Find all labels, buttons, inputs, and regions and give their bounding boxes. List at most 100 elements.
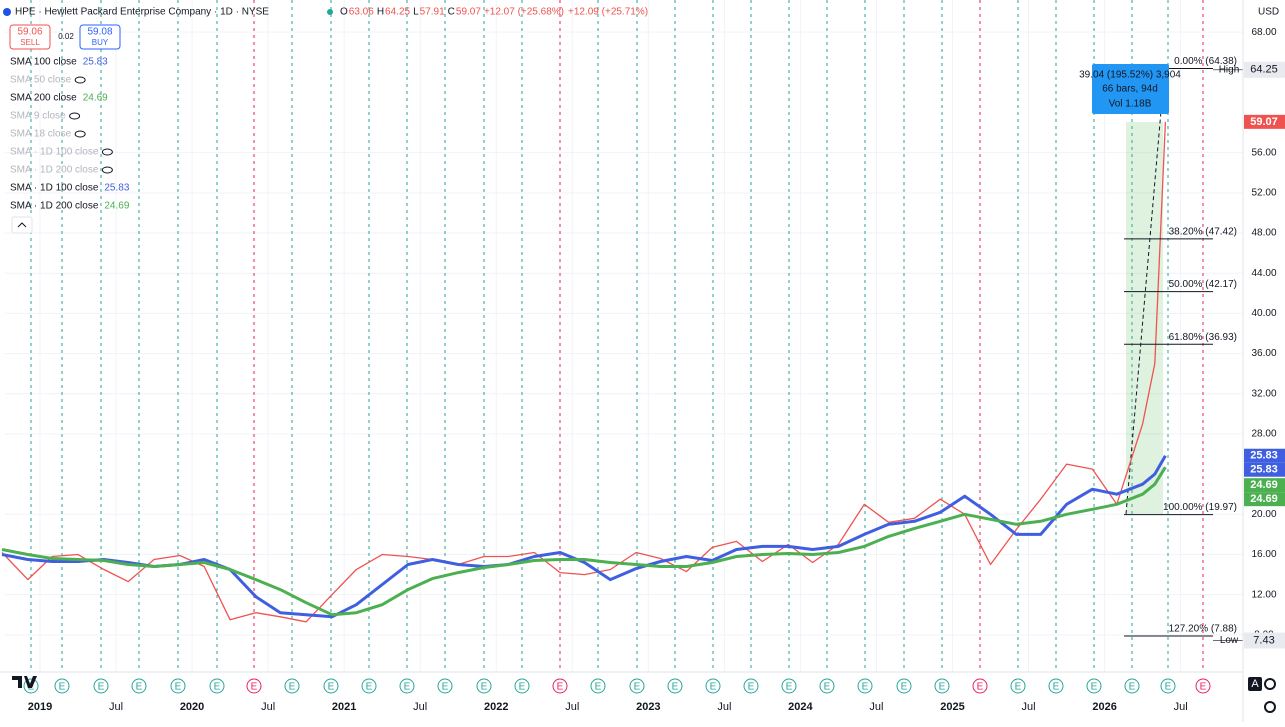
earnings-label[interactable]: E	[1015, 682, 1022, 693]
earnings-icon[interactable]	[667, 678, 683, 694]
sell-button[interactable]	[9, 24, 51, 50]
earnings-label[interactable]: E	[977, 682, 984, 693]
earnings-label[interactable]: E	[404, 682, 411, 693]
earnings-icon[interactable]	[590, 678, 606, 694]
indicator-name[interactable]: SMA · 1D 100 close	[10, 183, 99, 194]
earnings-label[interactable]: E	[328, 682, 335, 693]
earnings-label[interactable]: E	[59, 682, 66, 693]
indicator-name[interactable]: SMA · 1D 100 close	[10, 147, 99, 158]
y-tick-label: 16.00	[1251, 549, 1276, 560]
earnings-icon[interactable]	[361, 678, 377, 694]
x-tick-label: 2021	[332, 701, 356, 713]
hidden-icon[interactable]	[101, 166, 113, 174]
earnings-icon[interactable]	[1048, 678, 1064, 694]
sell-price[interactable]: 59.06	[17, 27, 42, 38]
buy-button[interactable]	[79, 24, 121, 50]
indicator-name[interactable]: SMA · 1D 200 close	[10, 201, 99, 212]
earnings-icon[interactable]	[1124, 678, 1140, 694]
y-tick-label: 32.00	[1251, 388, 1276, 399]
fib-label: 127.20% (7.88)	[1169, 624, 1237, 635]
ohlc-value: 57.91	[420, 7, 445, 18]
price-tag-label: 25.83	[1250, 450, 1278, 462]
earnings-label[interactable]: E	[1091, 682, 1098, 693]
earnings-label[interactable]: E	[557, 682, 564, 693]
earnings-label[interactable]: E	[1053, 682, 1060, 693]
indicator-name[interactable]: SMA 200 close	[10, 93, 77, 104]
earnings-icon[interactable]	[54, 678, 70, 694]
earnings-label[interactable]: E	[442, 682, 449, 693]
hidden-icon[interactable]	[74, 130, 86, 138]
earnings-icon[interactable]	[896, 678, 912, 694]
buy-label[interactable]: BUY	[92, 38, 109, 47]
earnings-icon[interactable]	[1010, 678, 1026, 694]
earnings-label[interactable]: E	[289, 682, 296, 693]
earnings-icon[interactable]	[781, 678, 797, 694]
earnings-icon[interactable]	[209, 678, 225, 694]
x-tick-label: 2019	[28, 701, 52, 713]
earnings-label[interactable]: E	[901, 682, 908, 693]
earnings-label[interactable]: E	[366, 682, 373, 693]
indicator-name[interactable]: SMA 9 close	[10, 111, 66, 122]
earnings-label[interactable]: E	[672, 682, 679, 693]
settings-button[interactable]	[1264, 678, 1276, 690]
settings-button[interactable]	[1264, 701, 1276, 713]
earnings-label[interactable]: E	[519, 682, 526, 693]
earnings-icon[interactable]	[131, 678, 147, 694]
hidden-icon[interactable]	[69, 112, 81, 120]
earnings-icon[interactable]	[705, 678, 721, 694]
earnings-icon[interactable]	[1086, 678, 1102, 694]
earnings-icon[interactable]	[552, 678, 568, 694]
earnings-icon[interactable]	[972, 678, 988, 694]
earnings-icon[interactable]	[246, 678, 262, 694]
earnings-icon[interactable]	[743, 678, 759, 694]
earnings-icon[interactable]	[629, 678, 645, 694]
indicator-name[interactable]: SMA 100 close	[10, 57, 77, 68]
earnings-icon[interactable]	[437, 678, 453, 694]
earnings-icon[interactable]	[819, 678, 835, 694]
sell-label[interactable]: SELL	[20, 38, 40, 47]
collapse-icon[interactable]	[17, 222, 27, 228]
earnings-icon[interactable]	[514, 678, 530, 694]
auto-button[interactable]	[1248, 677, 1262, 691]
earnings-icon[interactable]	[1195, 678, 1211, 694]
collapse-button[interactable]	[11, 216, 33, 234]
earnings-label[interactable]: E	[1129, 682, 1136, 693]
indicator-name[interactable]: SMA 50 close	[10, 75, 72, 86]
earnings-icon[interactable]	[857, 678, 873, 694]
earnings-label[interactable]: E	[862, 682, 869, 693]
earnings-icon[interactable]	[1160, 678, 1176, 694]
earnings-label[interactable]: E	[98, 682, 105, 693]
earnings-label[interactable]: E	[1165, 682, 1172, 693]
earnings-icon[interactable]	[476, 678, 492, 694]
earnings-label[interactable]: E	[824, 682, 831, 693]
indicator-name[interactable]: SMA 18 close	[10, 129, 72, 140]
earnings-label[interactable]: E	[1200, 682, 1207, 693]
auto-label[interactable]: A	[1251, 678, 1259, 690]
hidden-icon[interactable]	[74, 76, 86, 84]
indicator-name[interactable]: SMA · 1D 200 close	[10, 165, 99, 176]
earnings-label[interactable]: E	[748, 682, 755, 693]
earnings-label[interactable]: E	[214, 682, 221, 693]
earnings-icon[interactable]	[399, 678, 415, 694]
sma-line	[1, 454, 1167, 619]
earnings-label[interactable]: E	[939, 682, 946, 693]
earnings-icon[interactable]	[284, 678, 300, 694]
currency[interactable]: USD	[1258, 7, 1279, 18]
earnings-label[interactable]: E	[786, 682, 793, 693]
earnings-label[interactable]: E	[710, 682, 717, 693]
earnings-label[interactable]: E	[136, 682, 143, 693]
buy-price[interactable]: 59.08	[87, 27, 112, 38]
y-tick-label: 36.00	[1251, 348, 1276, 359]
y-tick-label: 28.00	[1251, 429, 1276, 440]
earnings-icon[interactable]	[170, 678, 186, 694]
earnings-label[interactable]: E	[634, 682, 641, 693]
earnings-label[interactable]: E	[175, 682, 182, 693]
earnings-label[interactable]: E	[251, 682, 258, 693]
earnings-label[interactable]: E	[481, 682, 488, 693]
chart-title: HPE · Hewlett Packard Enterprise Company…	[15, 7, 269, 18]
earnings-icon[interactable]	[323, 678, 339, 694]
earnings-icon[interactable]	[934, 678, 950, 694]
earnings-icon[interactable]	[93, 678, 109, 694]
earnings-label[interactable]: E	[595, 682, 602, 693]
hidden-icon[interactable]	[101, 148, 113, 156]
